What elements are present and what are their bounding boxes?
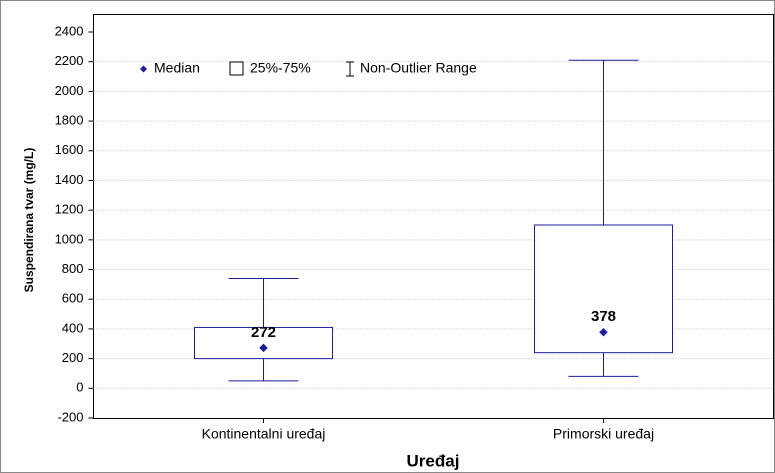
y-tick-label: -200 [57, 409, 83, 424]
legend-range-icon [346, 61, 354, 77]
y-tick-label: 2400 [55, 23, 84, 38]
x-tick-label: Primorski uređaj [553, 426, 654, 442]
y-tick-label: 1200 [55, 202, 84, 217]
legend-label: 25%-75% [250, 60, 311, 76]
legend-label: Non-Outlier Range [360, 60, 477, 76]
y-tick-label: 1600 [55, 142, 84, 157]
y-tick-label: 400 [62, 320, 84, 335]
y-tick-label: 2200 [55, 53, 84, 68]
y-tick-label: 200 [62, 350, 84, 365]
y-tick-label: 0 [76, 380, 83, 395]
y-tick-label: 2000 [55, 83, 84, 98]
y-tick-label: 800 [62, 261, 84, 276]
legend-label: Median [154, 60, 200, 76]
plot-frame [93, 14, 774, 419]
y-axis-label: Suspendirana tvar (mg/L) [22, 148, 36, 293]
y-tick-label: 600 [62, 291, 84, 306]
median-marker [599, 327, 608, 337]
x-axis-label: Uređaj [407, 451, 460, 470]
x-tick-label: Kontinentalni uređaj [202, 426, 326, 442]
y-tick-label: 1000 [55, 231, 84, 246]
legend-box-icon [229, 61, 244, 76]
median-marker [259, 343, 268, 353]
median-label: 378 [591, 308, 616, 325]
box [194, 326, 333, 360]
legend-median-icon [139, 65, 148, 73]
y-tick-label: 1400 [55, 172, 84, 187]
y-tick-label: 1800 [55, 113, 84, 128]
median-label: 272 [251, 324, 276, 341]
